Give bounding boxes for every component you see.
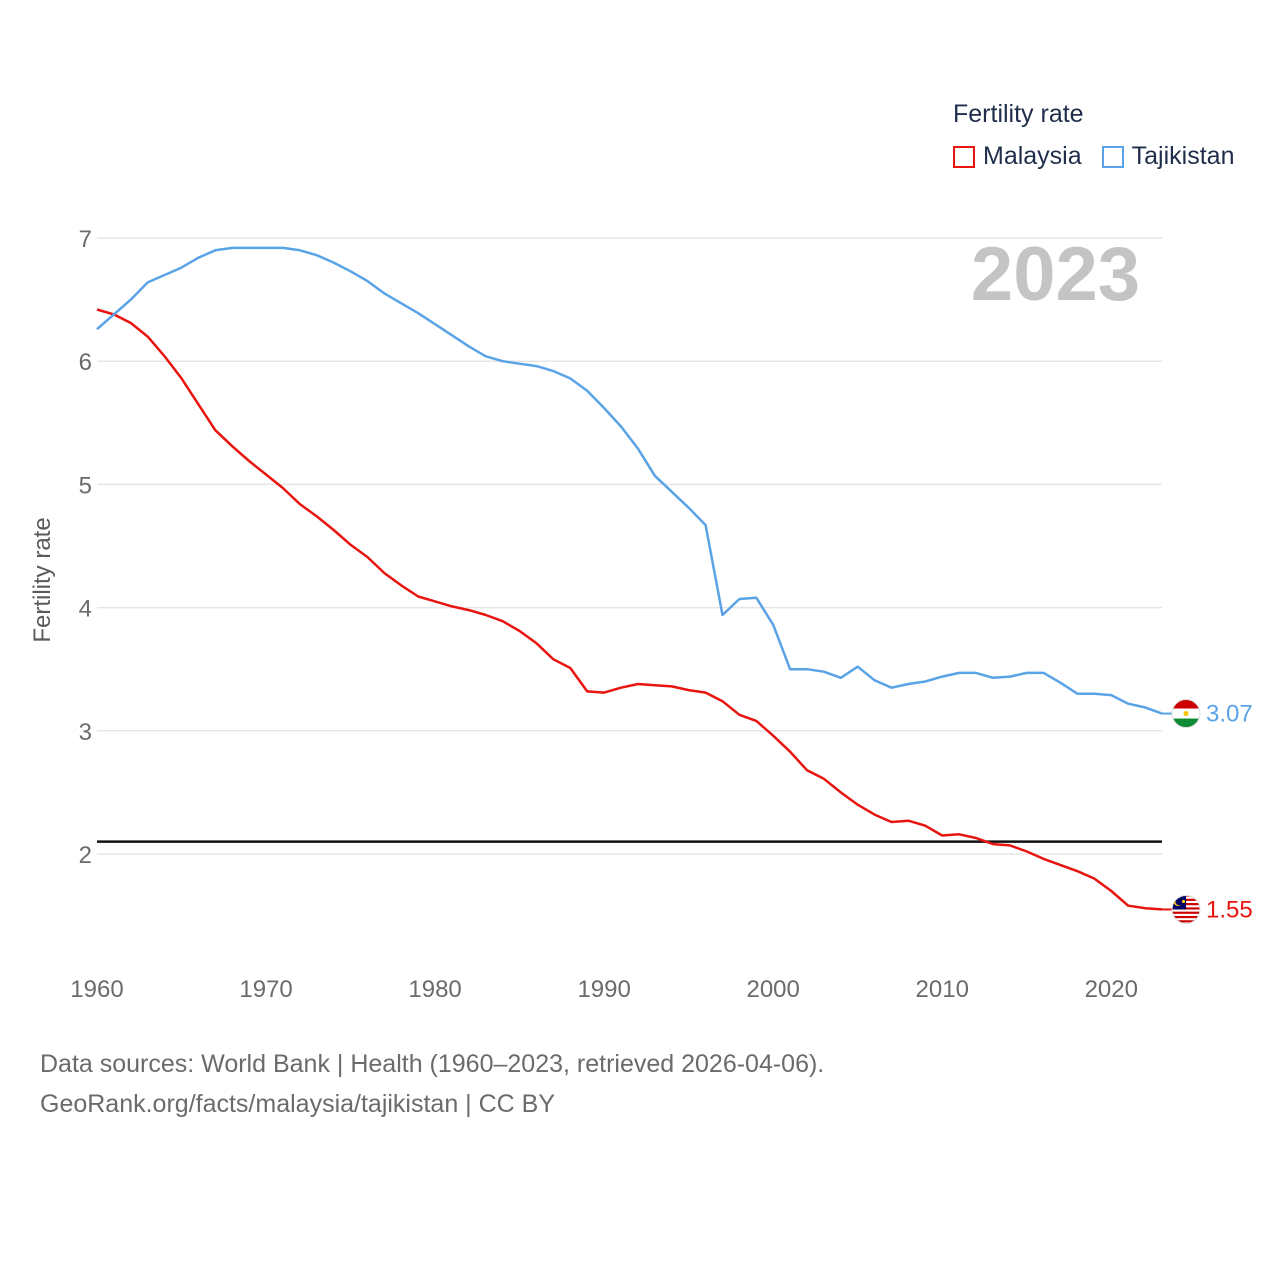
grid-lines — [97, 237, 1162, 855]
x-tick-1970: 1970 — [239, 976, 292, 1003]
legend-title: Fertility rate — [953, 100, 1084, 128]
y-axis-ticks: 2 3 4 5 6 7 — [79, 226, 92, 869]
series-group — [96, 246, 1163, 911]
end-markers: 1.55 3.07 — [1162, 699, 1253, 924]
legend: Malaysia Tajikistan — [953, 142, 1254, 171]
legend-item-malaysia[interactable]: Malaysia — [953, 142, 1082, 171]
series-line-tajikistan[interactable] — [96, 246, 1163, 715]
footer: Data sources: World Bank | Health (1960–… — [40, 1044, 824, 1124]
tajikistan-flag-icon — [1171, 699, 1201, 729]
x-tick-1960: 1960 — [70, 976, 123, 1003]
year-label: 2023 — [971, 232, 1140, 317]
legend-label-tajikistan: Tajikistan — [1131, 142, 1235, 170]
legend-swatch-malaysia — [953, 145, 975, 168]
x-tick-1980: 1980 — [408, 976, 461, 1003]
y-tick-4: 4 — [79, 596, 92, 623]
x-axis-ticks: 1960 1970 1980 1990 2000 2010 2020 — [70, 976, 1138, 1003]
end-value-malaysia: 1.55 — [1206, 896, 1253, 923]
legend-swatch-tajikistan — [1101, 145, 1124, 168]
y-tick-3: 3 — [79, 719, 92, 746]
legend-label-malaysia: Malaysia — [983, 142, 1082, 170]
malaysia-flag-icon — [1171, 894, 1201, 924]
series-line-malaysia[interactable] — [96, 308, 1163, 911]
y-tick-2: 2 — [79, 842, 92, 869]
x-tick-1990: 1990 — [577, 976, 630, 1003]
y-axis-label: Fertility rate — [29, 517, 56, 642]
end-value-tajikistan: 3.07 — [1206, 701, 1253, 728]
y-tick-6: 6 — [79, 349, 92, 376]
y-tick-7: 7 — [79, 226, 92, 253]
x-tick-2010: 2010 — [916, 976, 969, 1003]
x-tick-2000: 2000 — [746, 976, 799, 1003]
footer-link[interactable]: GeoRank.org/facts/malaysia/tajikistan | … — [40, 1090, 556, 1118]
footer-sources: Data sources: World Bank | Health (1960–… — [40, 1050, 825, 1078]
y-tick-5: 5 — [79, 472, 92, 499]
legend-item-tajikistan[interactable]: Tajikistan — [1101, 142, 1235, 171]
x-tick-2020: 2020 — [1085, 976, 1138, 1003]
